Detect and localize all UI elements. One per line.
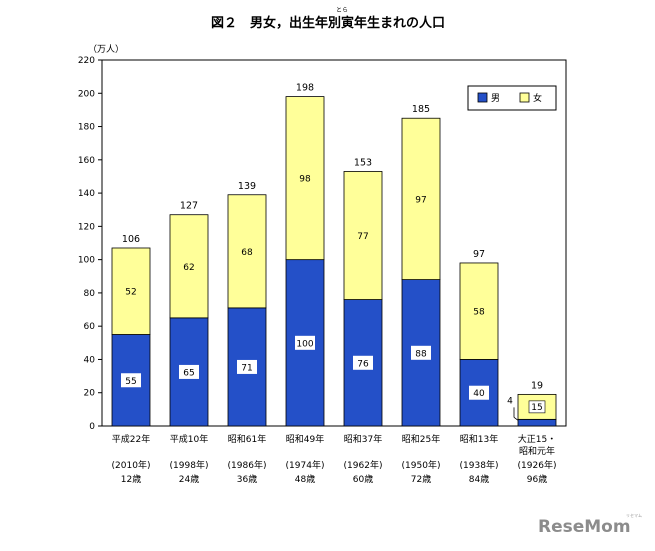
female-value-label: 15 — [531, 403, 542, 413]
female-value-label: 58 — [473, 308, 485, 318]
category-year: (1986年) — [228, 459, 267, 471]
plot-area: 0 20 40 60 80 100 120 140 160 180 200 220 106 55 52 平成2… — [78, 56, 567, 485]
male-value-bg — [353, 355, 373, 370]
female-value-bg — [237, 244, 257, 259]
legend-label: 女 — [533, 92, 542, 104]
bar-male — [517, 418, 557, 427]
male-leader-line — [513, 417, 519, 421]
male-value-bg — [121, 373, 141, 388]
total-label: 127 — [180, 201, 198, 212]
male-value-bg — [411, 345, 431, 360]
total-label: 139 — [238, 181, 256, 192]
female-value-label: 77 — [357, 232, 368, 242]
total-label: 97 — [473, 249, 485, 260]
male-value-bg — [295, 335, 315, 350]
category-year: (1962年) — [344, 459, 383, 471]
category-age: 96歳 — [527, 473, 547, 485]
chart-title: 図２ 男女，出生年別寅年生まれの人口 — [211, 15, 445, 31]
category-age: 72歳 — [411, 473, 431, 485]
category-label: 昭和49年 — [286, 433, 324, 445]
total-label: 153 — [354, 157, 372, 168]
male-value-label: 40 — [473, 389, 485, 399]
female-value-label: 62 — [183, 263, 194, 273]
category-label-line2: 昭和元年 — [519, 445, 555, 457]
y-axis-label: （万人） — [88, 44, 124, 55]
category-label: 昭和25年 — [402, 433, 440, 445]
category-year: (1938年) — [460, 459, 499, 471]
female-value-bg — [295, 171, 315, 186]
y-tick-label: 80 — [84, 289, 96, 299]
category-label: 昭和61年 — [228, 433, 266, 445]
resemom-logo: ReseMom リセマム — [538, 513, 642, 537]
female-value-label: 98 — [299, 175, 311, 185]
female-value-bg — [121, 284, 141, 299]
category-year: (2010年) — [112, 459, 151, 471]
y-tick-label: 140 — [78, 189, 95, 199]
y-tick-label: 180 — [78, 123, 95, 133]
category-age: 12歳 — [121, 473, 141, 485]
legend-swatch — [477, 92, 488, 103]
category-year: (1926年) — [518, 459, 557, 471]
category-label: 平成22年 — [112, 433, 150, 445]
category-label: 大正15・ — [518, 433, 556, 445]
chart-title-ruby: とら — [336, 7, 348, 14]
total-label: 19 — [531, 380, 543, 391]
male-value-label: 100 — [296, 339, 313, 349]
watermark-subtext: リセマム — [626, 513, 642, 518]
category-label: 昭和13年 — [460, 433, 498, 445]
legend: 男女 — [467, 85, 557, 111]
legend-swatch — [519, 92, 530, 103]
male-value-label: 71 — [241, 363, 252, 373]
y-tick-label: 100 — [78, 256, 95, 266]
female-value-bg — [528, 400, 546, 414]
male-value-bg — [237, 359, 257, 374]
category-age: 36歳 — [237, 473, 257, 485]
category-label: 平成10年 — [170, 433, 208, 445]
category-age: 60歳 — [353, 473, 373, 485]
legend-label: 男 — [491, 93, 500, 104]
male-value-label: 65 — [183, 368, 194, 378]
female-value-bg — [411, 191, 431, 206]
female-value-label: 68 — [241, 248, 253, 258]
male-value-label: 4 — [507, 396, 513, 406]
y-tick-label: 200 — [78, 89, 95, 99]
male-value-label: 76 — [357, 359, 369, 369]
watermark-text: ReseMom — [538, 517, 631, 537]
category-age: 84歳 — [469, 473, 489, 485]
male-value-label: 55 — [125, 377, 136, 387]
female-value-bg — [469, 304, 489, 319]
y-tick-label: 60 — [84, 322, 96, 332]
female-value-label: 97 — [415, 195, 426, 205]
y-tick-label: 120 — [78, 222, 95, 232]
female-value-bg — [353, 228, 373, 243]
category-age: 48歳 — [295, 473, 315, 485]
y-tick-label: 40 — [84, 355, 96, 365]
y-tick-label: 20 — [84, 389, 96, 399]
y-tick-label: 160 — [78, 156, 95, 166]
male-value-bg — [179, 364, 199, 379]
female-value-label: 52 — [125, 288, 136, 298]
category-year: (1998年) — [170, 459, 209, 471]
male-value-bg — [469, 385, 489, 400]
y-tick-label: 0 — [89, 422, 95, 432]
total-label: 106 — [122, 234, 140, 245]
category-age: 24歳 — [179, 473, 199, 485]
plot-frame — [101, 59, 567, 427]
total-label: 198 — [296, 83, 314, 94]
category-year: (1974年) — [286, 459, 325, 471]
category-label: 昭和37年 — [344, 433, 382, 445]
category-year: (1950年) — [402, 459, 441, 471]
male-value-label: 88 — [415, 349, 427, 359]
total-label: 185 — [412, 104, 430, 115]
female-value-bg — [179, 259, 199, 274]
y-tick-label: 220 — [78, 56, 95, 66]
